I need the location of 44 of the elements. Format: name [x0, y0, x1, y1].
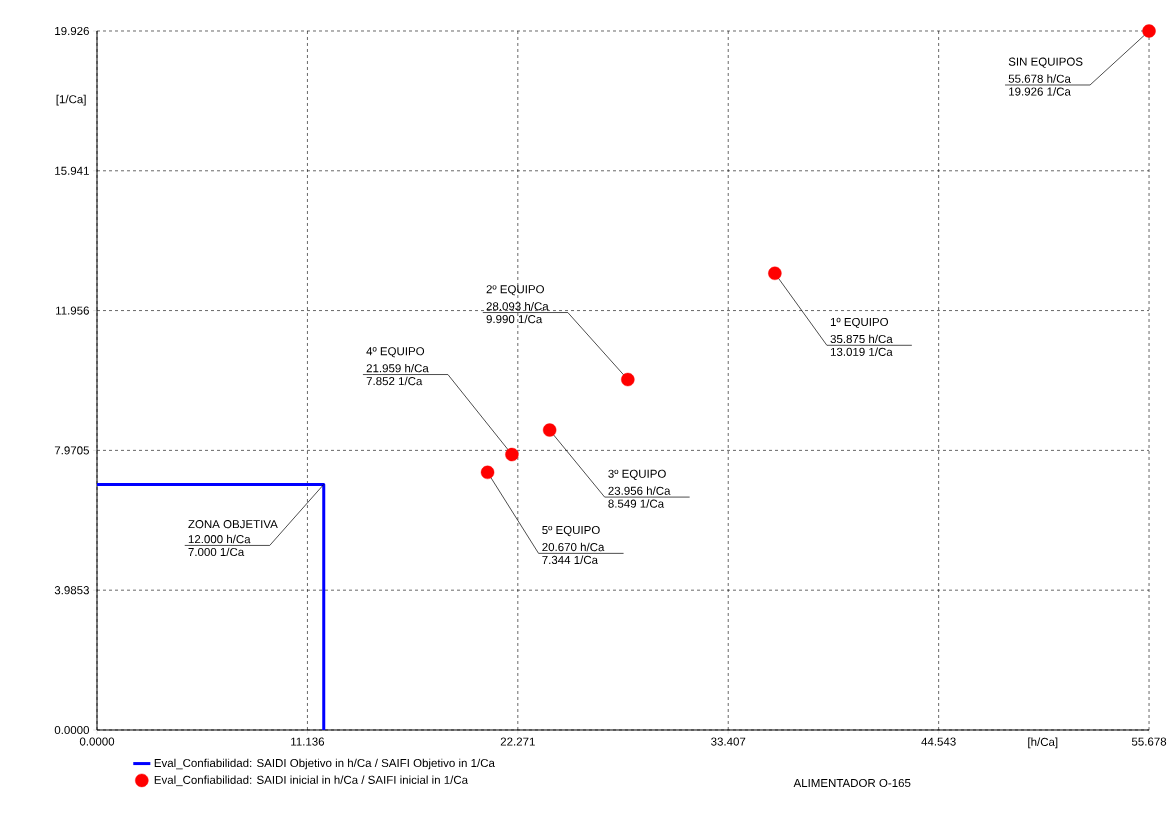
annotation: 35.875 h/Ca: [830, 334, 893, 344]
annotation: 13.019 1/Ca: [830, 347, 893, 356]
annotation: 3º EQUIPO: [608, 469, 666, 480]
annotation: 7.344 1/Ca: [542, 555, 599, 564]
x-tick-label: 11.136: [291, 737, 325, 746]
annotation: 55.678 h/Ca: [1008, 74, 1071, 83]
annotation: 28.093 h/Ca: [486, 301, 549, 311]
annotation: 5º EQUIPO: [542, 525, 600, 537]
annotation: ZONA OBJETIVA: [188, 520, 278, 529]
annotation: 2º EQUIPO: [486, 285, 544, 296]
point: [542, 423, 557, 437]
legend-label: Eval_Confiabilidad: SAIDI inicial in h/Ca / SAIFI inicial in 1/Ca: [154, 775, 469, 787]
y-tick-label: 3.9853: [54, 586, 89, 595]
x-tick-label: 55.678: [1131, 737, 1167, 746]
x-tick-label: 33.407: [711, 737, 746, 746]
x-tick-label: 0.0000: [79, 737, 115, 746]
point: [480, 465, 495, 480]
annotation: 9.990 1/Ca: [486, 314, 543, 324]
annotation: 19.926 1/Ca: [1009, 87, 1071, 96]
y-tick-label: 15.941: [55, 166, 89, 175]
x-tick-label: 44.543: [921, 737, 956, 746]
annotation: SIN EQUIPOS: [1008, 57, 1083, 68]
point: [621, 372, 635, 387]
text: ALIMENTADOR O-165: [793, 778, 911, 788]
annotation: 8.549 1/Ca: [608, 499, 665, 508]
point: [768, 266, 782, 280]
x-axis-title: [h/Ca]: [1028, 737, 1058, 749]
annotation: 1º EQUIPO: [830, 317, 889, 329]
annotation: 4º EQUIPO: [366, 347, 425, 358]
y-tick-label: 7.9705: [54, 446, 89, 455]
point: [505, 447, 519, 462]
y-tick-label: 19.926: [55, 26, 89, 36]
y-tick-label: 0.0000: [54, 725, 90, 735]
y-axis-title: [1/Ca]: [56, 94, 86, 106]
point: [1142, 24, 1156, 38]
annotation: 7.000 1/Ca: [188, 547, 245, 557]
annotation: 7.852 1/Ca: [366, 376, 423, 386]
annotation: 20.670 h/Ca: [542, 542, 605, 552]
legend-label: Eval_Confiabilidad: SAIDI Objetivo in h/Ca / SAIFI Objetivo in 1/Ca: [154, 758, 495, 770]
x-tick-label: 22.271: [500, 737, 535, 746]
annotation: 21.959 h/Ca: [366, 363, 429, 373]
annotation: 12.000 h/Ca: [188, 534, 251, 544]
annotation: 23.956 h/Ca: [608, 486, 671, 495]
y-tick-label: 11.956: [56, 306, 89, 315]
